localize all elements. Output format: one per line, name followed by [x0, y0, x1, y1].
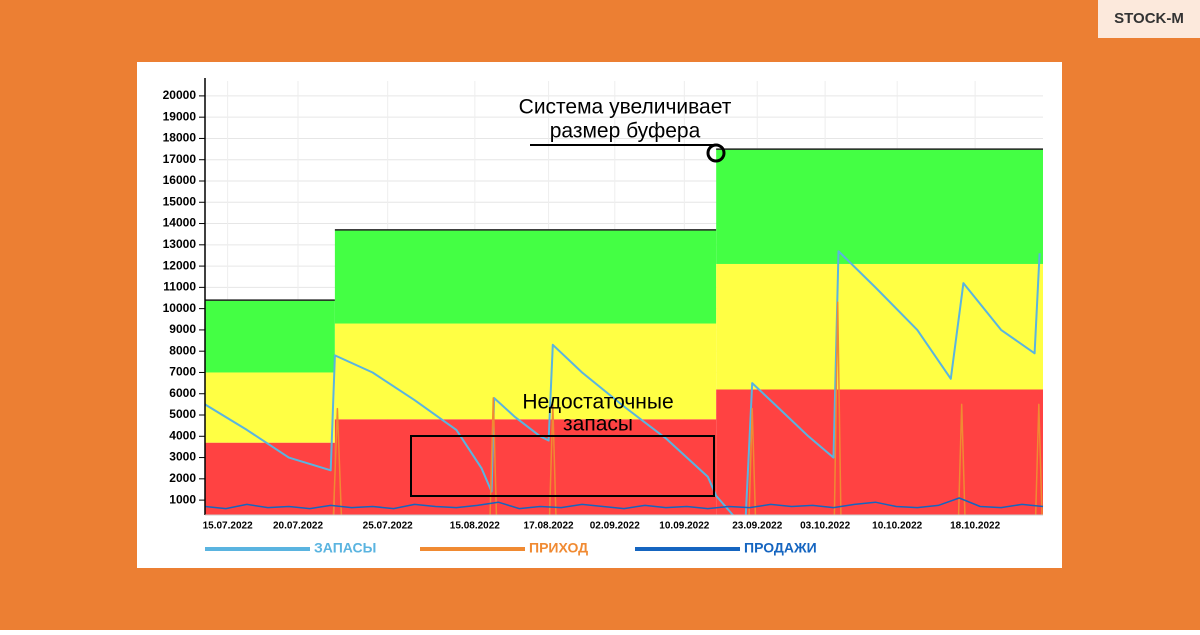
legend-label: ЗАПАСЫ — [314, 540, 376, 556]
annotation: Система увеличивает — [519, 96, 732, 119]
buffer-zone — [716, 263, 1043, 390]
x-tick-label: 15.08.2022 — [450, 521, 500, 532]
y-tick-label: 9000 — [169, 322, 196, 336]
y-tick-label: 15000 — [163, 194, 197, 208]
x-tick-label: 20.07.2022 — [273, 521, 323, 532]
y-tick-label: 16000 — [163, 173, 197, 187]
y-tick-label: 12000 — [163, 258, 197, 272]
y-tick-label: 7000 — [169, 365, 196, 379]
buffer-zone — [716, 149, 1043, 264]
series-line — [205, 250, 1041, 515]
buffer-zone — [334, 229, 717, 324]
annotation: запасы — [563, 413, 633, 436]
y-tick-label: 13000 — [163, 237, 197, 251]
x-tick-label: 17.08.2022 — [524, 521, 574, 532]
buffer-zone — [334, 323, 717, 420]
x-tick-label: 25.07.2022 — [363, 521, 413, 532]
x-tick-label: 10.09.2022 — [659, 521, 709, 532]
series-line — [332, 301, 1043, 515]
y-tick-label: 5000 — [169, 407, 196, 421]
annotation: Недостаточные — [522, 391, 673, 414]
y-tick-label: 18000 — [163, 131, 197, 145]
buffer-zone — [205, 372, 335, 443]
y-tick-label: 6000 — [169, 386, 196, 400]
legend-label: ПРИХОД — [529, 540, 588, 556]
y-tick-label: 10000 — [163, 301, 197, 315]
x-tick-label: 02.09.2022 — [590, 521, 640, 532]
x-tick-label: 18.10.2022 — [950, 521, 1000, 532]
y-tick-label: 20000 — [163, 88, 197, 102]
y-tick-label: 19000 — [163, 109, 197, 123]
y-tick-label: 8000 — [169, 343, 196, 357]
buffer-zone — [205, 300, 335, 373]
y-tick-label: 2000 — [169, 471, 196, 485]
y-tick-label: 17000 — [163, 152, 197, 166]
annotation: размер буфера — [550, 120, 701, 143]
buffer-zone — [716, 389, 1043, 515]
y-tick-label: 14000 — [163, 216, 197, 230]
x-tick-label: 10.10.2022 — [872, 521, 922, 532]
x-tick-label: 15.07.2022 — [203, 521, 253, 532]
annotation-marker — [706, 143, 726, 163]
buffer-zone — [205, 442, 335, 515]
axes: 1000 2000 3000 4000 5000 6000 7000 8000 9000 1000… — [163, 78, 1043, 556]
logo-box — [1098, 0, 1200, 38]
annotation-box — [410, 435, 715, 497]
y-tick-label: 4000 — [169, 428, 196, 442]
legend-label: ПРОДАЖИ — [744, 540, 817, 556]
x-tick-label: 23.09.2022 — [732, 521, 782, 532]
y-tick-label: 11000 — [163, 280, 196, 294]
series-line — [205, 497, 1044, 510]
logo: STOCK-M — [1114, 10, 1184, 27]
y-tick-label: 1000 — [169, 492, 196, 506]
x-tick-label: 03.10.2022 — [800, 521, 850, 532]
y-tick-label: 3000 — [169, 450, 196, 464]
